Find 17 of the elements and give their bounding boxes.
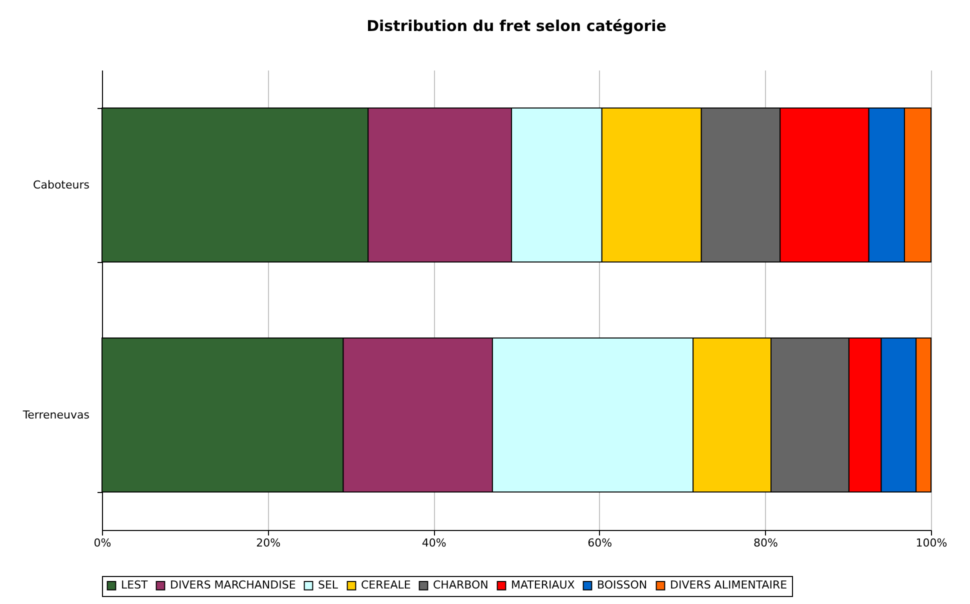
x-tick-label: 80% [753,536,778,550]
legend-label: SEL [318,578,339,592]
legend-label: DIVERS MARCHANDISE [170,578,296,592]
legend-label: CEREALE [361,578,411,592]
legend-label: BOISSON [597,578,648,592]
y-tick-label: Terreneuvas [22,408,90,422]
x-tick-label: 40% [422,536,446,550]
x-tick-label: 0% [94,536,112,550]
legend-label: LEST [121,578,148,592]
legend-label: CHARBON [433,578,488,592]
x-tick-label: 20% [256,536,281,550]
legend-label: DIVERS ALIMENTAIRE [670,578,788,592]
legend-label: MATERIAUX [511,578,576,592]
x-tick-label: 60% [588,536,612,550]
x-tick-label: 100% [916,536,948,550]
y-tick-label: Caboteurs [33,178,90,192]
chart-title: Distribution du fret selon catégorie [366,17,666,35]
